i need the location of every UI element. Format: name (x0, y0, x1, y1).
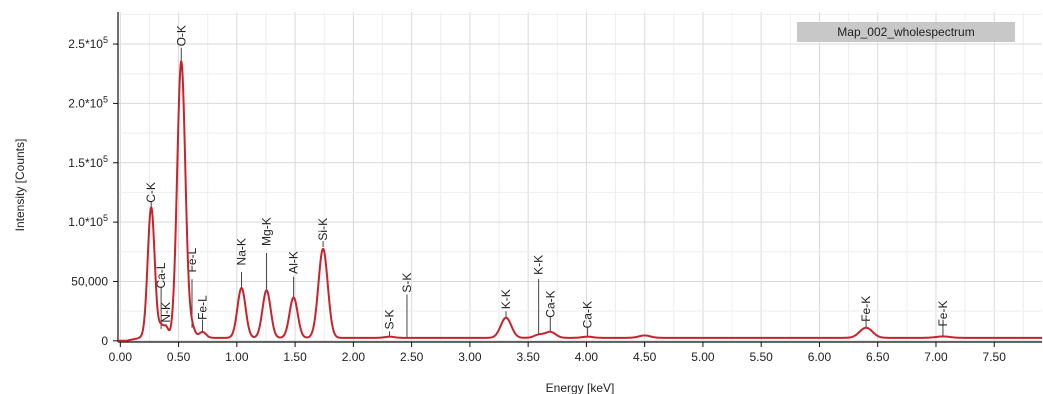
y-axis-title: Intensity [Counts] (13, 139, 27, 232)
x-tick-label: 7.00 (924, 350, 948, 364)
y-tick-label: 2.0*105 (68, 94, 108, 110)
x-tick-label: 0.50 (167, 350, 191, 364)
peak-label: Ca-K (581, 301, 595, 328)
y-tick-label-exponent: 5 (103, 35, 108, 45)
legend-box (797, 22, 1015, 42)
x-tick-label: 5.00 (691, 350, 715, 364)
peak-label: Fe-K (936, 301, 950, 327)
x-ticks: 0.00 0.50 1.00 1.50 2.00 2.50 3.00 3.50 4.00 4.50… (109, 342, 1007, 364)
grid-lines (118, 12, 1042, 342)
peak-label: O-K (174, 25, 188, 46)
x-tick-label: 3.50 (516, 350, 540, 364)
peak-label: Si-K (316, 218, 330, 241)
x-tick-label: 6.50 (866, 350, 890, 364)
peak-label: S-K (382, 309, 396, 329)
y-tick-label-base: 1.0*10 (68, 215, 103, 229)
axes (117, 12, 1042, 343)
peak-label: C-K (144, 182, 158, 203)
peak-label: Al-K (287, 251, 301, 274)
y-tick-label-exponent: 5 (103, 213, 108, 223)
x-tick-label: 6.00 (808, 350, 832, 364)
peak-label: Fe-K (859, 296, 873, 322)
y-tick-label-base: 1.5*10 (68, 156, 103, 170)
peak-label: Ca-K (543, 290, 557, 317)
peak-label: K-K (532, 255, 546, 275)
x-tick-label: 3.00 (458, 350, 482, 364)
peak-label: Ca-L (154, 262, 168, 288)
series-line-map-002-wholespectrum (117, 60, 1043, 342)
x-tick-label: 4.00 (575, 350, 599, 364)
peak-label: Fe-L (195, 295, 209, 320)
y-tick-label-base: 2.0*10 (68, 96, 103, 110)
x-tick-label: 1.00 (225, 350, 249, 364)
y-tick-label: 2.5*105 (68, 35, 108, 51)
y-tick-label: 1.0*105 (68, 213, 108, 229)
legend: Map_002_wholespectrum (797, 22, 1015, 42)
x-tick-label: 0.00 (109, 350, 133, 364)
y-tick-label: 0 (101, 334, 108, 348)
x-axis-title: Energy [keV] (546, 381, 615, 394)
x-tick-label: 2.00 (342, 350, 366, 364)
legend-label: Map_002_wholespectrum (837, 25, 974, 39)
peak-label: K-K (499, 289, 513, 309)
x-tick-label: 1.50 (283, 350, 307, 364)
y-tick-label-base: 2.5*10 (68, 37, 103, 51)
x-tick-label: 5.50 (750, 350, 774, 364)
y-tick-label: 1.5*105 (68, 154, 108, 170)
y-tick-label-exponent: 5 (103, 154, 108, 164)
x-tick-label: 4.50 (633, 350, 657, 364)
y-tick-label: 50,000 (71, 274, 108, 288)
peak-label: Na-K (235, 238, 249, 265)
peak-label: S-K (400, 273, 414, 293)
plot-area (118, 12, 1042, 342)
series-layer (117, 60, 1043, 342)
y-tick-label-exponent: 5 (103, 94, 108, 104)
x-tick-label: 7.50 (983, 350, 1007, 364)
peak-label: N-K (159, 302, 173, 323)
x-tick-label: 2.50 (400, 350, 424, 364)
peak-label: Mg-K (260, 217, 274, 246)
